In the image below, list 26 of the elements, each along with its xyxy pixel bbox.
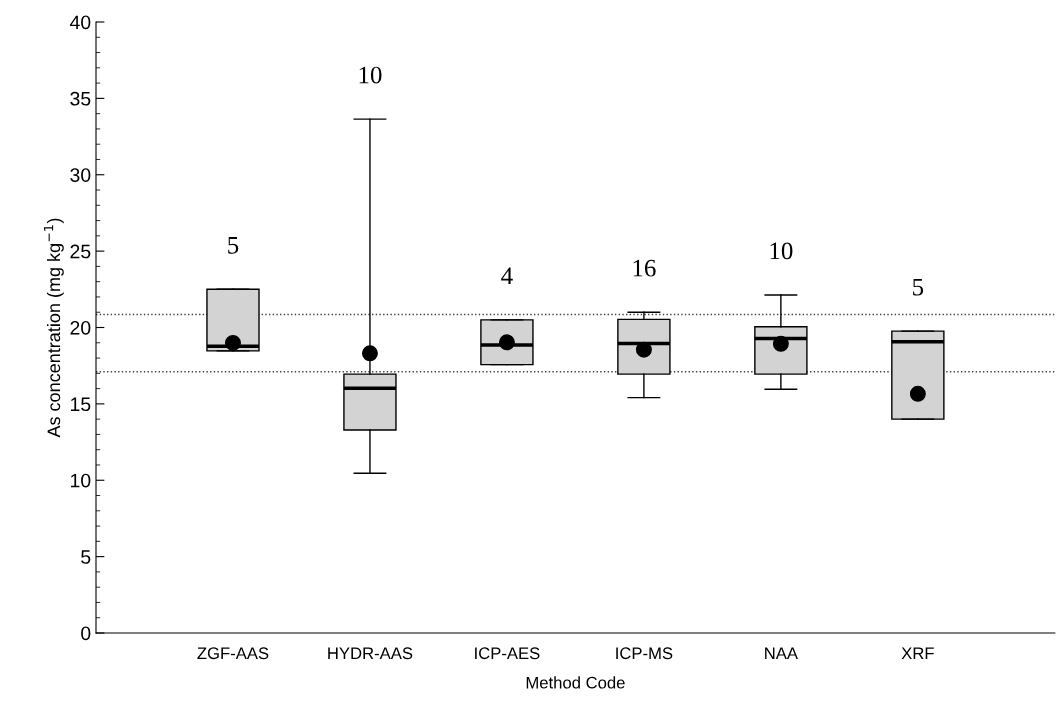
y-tick-label: 0 bbox=[81, 626, 91, 641]
y-tick-label: 10 bbox=[71, 473, 91, 488]
x-tick-label: HYDR-AAS bbox=[328, 647, 413, 660]
annotation: 5 bbox=[913, 278, 924, 296]
x-tick-label: ICP-AES bbox=[475, 647, 540, 660]
point bbox=[224, 334, 241, 351]
point bbox=[361, 345, 378, 362]
y-axis-title: As concentration (mg kg$^{−1}$) bbox=[43, 218, 64, 438]
x-tick-label: XRF bbox=[901, 647, 934, 659]
annotation: 5 bbox=[228, 237, 239, 254]
y-tick-label: 40 bbox=[69, 15, 91, 30]
annotation: 10 bbox=[770, 242, 793, 260]
point bbox=[909, 385, 926, 402]
y-tick-label: 35 bbox=[70, 91, 91, 106]
x-tick-label: ZGF-AAS bbox=[197, 647, 269, 660]
y-tick-label: 30 bbox=[70, 168, 91, 182]
annotation: 10 bbox=[359, 66, 382, 84]
annotation: 4 bbox=[501, 267, 513, 284]
y-tick-label: 15 bbox=[71, 397, 91, 412]
y-tick-label: 20 bbox=[70, 320, 91, 335]
annotation: 16 bbox=[633, 259, 656, 277]
x-tick-label: ICP-MS bbox=[616, 647, 673, 660]
y-tick-label: 5 bbox=[81, 550, 91, 564]
y-tick-label: 25 bbox=[70, 244, 91, 259]
x-tick-label: NAA bbox=[765, 647, 798, 659]
x-axis-title: Method Code bbox=[526, 676, 625, 689]
